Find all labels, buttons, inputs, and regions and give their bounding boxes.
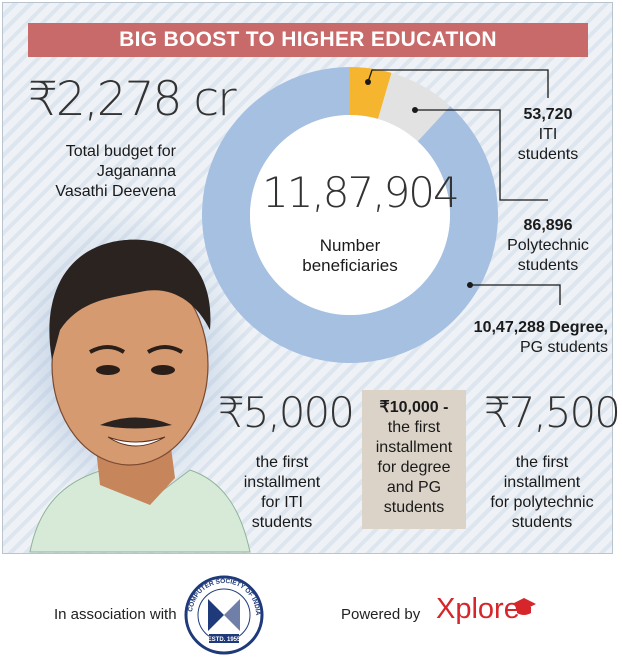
iti-count: 53,720 <box>523 106 573 123</box>
poly-installment-value: ₹7,500 <box>484 388 621 437</box>
poly-label-line: students <box>517 257 579 274</box>
donut-segment-0 <box>350 67 392 120</box>
degree-installment-line: and PG <box>386 479 442 496</box>
iti-installment-line: installment <box>243 474 321 491</box>
beneficiaries-label-line: Number <box>319 236 381 255</box>
iti-leader-line <box>367 69 549 98</box>
degree-label-line: 10,47,288 Degree, <box>473 319 608 336</box>
poly-count: 86,896 <box>523 217 573 234</box>
budget-label-line: Vasathi Deevena <box>55 183 176 200</box>
degree-installment-line: the first <box>387 419 441 436</box>
poly-label-line: Polytechnic <box>507 237 589 254</box>
poly-installment-label: the first installment for polytechnic st… <box>474 453 610 533</box>
budget-label-line: Jagananna <box>96 163 176 180</box>
xplore-logo: Xplore <box>436 593 520 625</box>
beneficiaries-label-line: beneficiaries <box>302 256 398 275</box>
iti-installment-line: for ITI <box>261 494 303 511</box>
iti-leader-dot <box>365 79 371 85</box>
degree-label-line: PG students <box>519 339 608 356</box>
degree-label: 10,47,288 Degree, PG students <box>430 318 608 358</box>
csi-estd: ESTD. 1955 <box>208 637 241 643</box>
iti-label-line: students <box>517 146 579 163</box>
beneficiaries-value: 11,87,904 <box>262 168 460 217</box>
degree-installment-line: students <box>383 499 445 516</box>
iti-label-line: ITI <box>538 126 558 143</box>
budget-label-line: Total budget for <box>65 143 176 160</box>
beneficiaries-label: Number beneficiaries <box>270 236 430 276</box>
iti-installment-label: the first installment for ITI students <box>222 453 342 533</box>
degree-installment-line: for degree <box>377 459 451 476</box>
degree-leader-dot <box>467 282 473 288</box>
poly-leader-line <box>415 109 548 201</box>
degree-installment-value: ₹10,000 - <box>379 399 449 416</box>
poly-installment-line: the first <box>515 454 569 471</box>
iti-installment-value: ₹5,000 <box>218 388 355 437</box>
iti-installment-line: the first <box>255 454 309 471</box>
powered-by-text: Powered by <box>341 606 421 623</box>
degree-installment-label: ₹10,000 - the first installment for degr… <box>362 398 466 518</box>
degree-installment-line: installment <box>375 439 453 456</box>
degree-leader-line <box>470 284 561 305</box>
poly-installment-line: installment <box>503 474 581 491</box>
iti-installment-line: students <box>251 514 313 531</box>
infographic-title: BIG BOOST TO HIGHER EDUCATION <box>28 23 588 57</box>
donut-segment-2 <box>202 67 498 363</box>
budget-label: Total budget for Jagananna Vasathi Deeve… <box>30 142 176 202</box>
budget-value: ₹2,278 cr <box>28 72 237 127</box>
association-text: In association with <box>54 606 177 623</box>
poly-installment-line: students <box>511 514 573 531</box>
degree-installment-box <box>362 390 466 529</box>
poly-label: 86,896 Polytechnic students <box>492 216 604 276</box>
donut-center <box>250 115 450 315</box>
poly-installment-line: for polytechnic <box>490 494 594 511</box>
poly-leader-dot <box>412 107 418 113</box>
iti-label: 53,720 ITI students <box>498 105 598 165</box>
